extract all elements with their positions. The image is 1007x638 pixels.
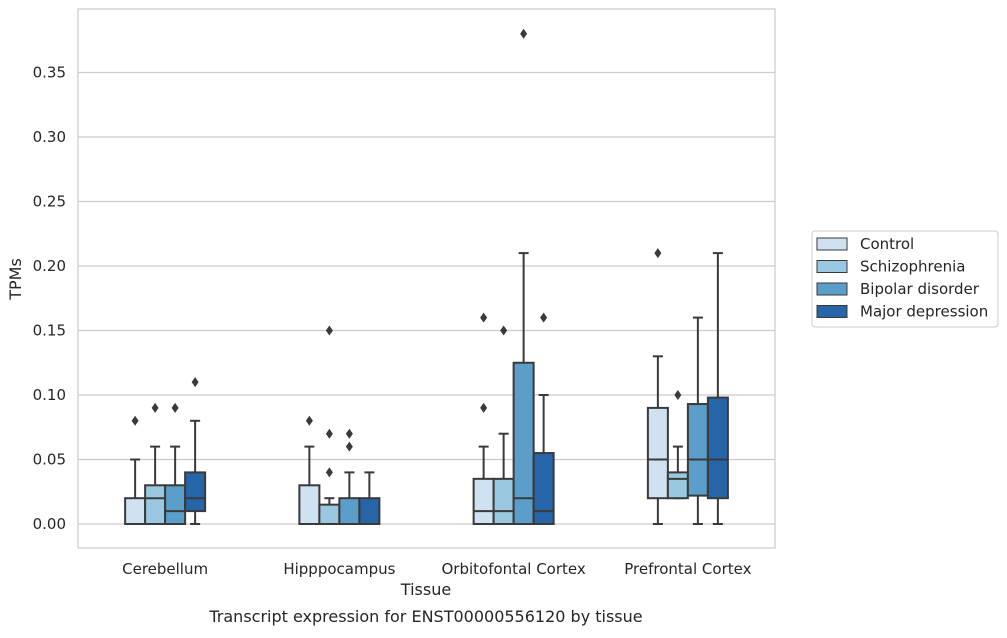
- x-tick-label: Hipppocampus: [283, 560, 395, 578]
- iqr-box: [144, 484, 167, 525]
- outlier-point: [520, 28, 528, 39]
- box-major-depression: [532, 312, 555, 525]
- outlier-point: [674, 390, 682, 400]
- outlier-point: [540, 312, 548, 323]
- y-axis-ticks: 0.00 0.05 0.10 0.15 0.20 0.25 0.30 0.35: [33, 64, 66, 534]
- outlier-point: [480, 312, 488, 323]
- box-control: [472, 312, 495, 526]
- legend: Control Schizophrenia Bipolar disorder Majo…: [811, 230, 999, 328]
- box-bipolar-disorder: [686, 316, 709, 525]
- y-tick-label: 0.15: [33, 322, 66, 340]
- box-control: [298, 415, 321, 525]
- box-schizophrenia: [492, 325, 515, 526]
- legend-label: Bipolar disorder: [860, 280, 980, 298]
- legend-swatch: [816, 305, 848, 318]
- x-axis-ticks: Cerebellum Hipppocampus Orbitofontal Corte…: [122, 560, 751, 578]
- box-control: [646, 248, 669, 525]
- iqr-box: [512, 361, 535, 525]
- y-tick-label: 0.35: [33, 64, 66, 82]
- box-schizophrenia: [666, 390, 689, 500]
- x-tick-label: Prefrontal Cortex: [624, 560, 751, 578]
- box-bipolar-disorder: [512, 28, 535, 525]
- outlier-point: [325, 325, 333, 336]
- legend-swatch: [816, 237, 848, 251]
- outlier-point: [131, 415, 139, 426]
- iqr-box: [472, 477, 495, 526]
- chart-title: Transcript expression for ENST0000055612…: [208, 607, 642, 626]
- legend-label: Control: [860, 235, 914, 253]
- iqr-box: [532, 452, 555, 525]
- iqr-box: [184, 471, 207, 513]
- y-tick-label: 0.00: [33, 515, 66, 533]
- box-schizophrenia: [318, 325, 341, 525]
- iqr-box: [318, 503, 341, 525]
- iqr-box: [298, 484, 321, 525]
- iqr-box: [492, 477, 515, 526]
- y-tick-label: 0.25: [33, 193, 66, 211]
- iqr-box: [338, 497, 361, 526]
- box-bipolar-disorder: [164, 402, 187, 525]
- outlier-point: [171, 402, 179, 413]
- legend-label: Major depression: [860, 303, 988, 321]
- plot-area-frame: [77, 8, 776, 549]
- outlier-point: [654, 248, 662, 259]
- legend-swatch: [816, 282, 848, 296]
- outlier-point: [151, 402, 159, 413]
- outlier-point: [305, 415, 313, 426]
- y-tick-label: 0.30: [33, 128, 66, 146]
- legend-label: Schizophrenia: [860, 258, 965, 276]
- iqr-box: [124, 497, 147, 526]
- legend-swatch: [816, 260, 848, 273]
- outlier-point: [325, 467, 333, 478]
- iqr-box: [164, 484, 187, 525]
- iqr-box: [706, 396, 729, 500]
- grid-lines: [78, 71, 775, 525]
- outlier-point: [191, 377, 199, 388]
- box-control: [124, 415, 147, 526]
- x-tick-label: Cerebellum: [122, 560, 208, 578]
- outlier-point: [480, 402, 488, 413]
- box-major-depression: [358, 471, 381, 526]
- outlier-point: [345, 428, 353, 439]
- iqr-box: [666, 471, 689, 500]
- outlier-point: [325, 428, 333, 439]
- y-tick-label: 0.10: [33, 386, 66, 404]
- y-tick-label: 0.20: [33, 257, 66, 275]
- x-tick-label: Orbitofontal Cortex: [442, 560, 586, 578]
- outlier-point: [500, 325, 508, 336]
- legend-frame: [811, 230, 999, 328]
- box-bipolar-disorder: [338, 428, 361, 526]
- x-axis-label: Tissue: [400, 580, 451, 599]
- box-major-depression: [184, 377, 207, 525]
- box-schizophrenia: [144, 402, 167, 525]
- iqr-box: [686, 403, 709, 497]
- iqr-box: [358, 497, 381, 526]
- y-tick-label: 0.05: [33, 451, 66, 469]
- y-axis-label: TPMs: [6, 258, 25, 301]
- box-major-depression: [706, 252, 729, 525]
- outlier-point: [345, 441, 353, 452]
- box-plot-boxes: [124, 28, 729, 526]
- iqr-box: [646, 406, 669, 500]
